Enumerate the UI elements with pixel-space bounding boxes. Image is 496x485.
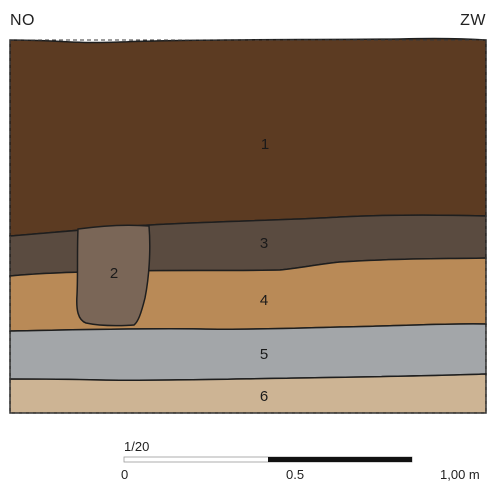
layer-5 bbox=[9, 323, 487, 382]
orientation-right-label: ZW bbox=[460, 12, 486, 29]
layer-1 bbox=[9, 37, 487, 237]
section-border bbox=[9, 39, 487, 414]
layer-5-number: 5 bbox=[260, 346, 268, 363]
scale-bar-filled-segment bbox=[268, 457, 412, 462]
layer-4-number: 4 bbox=[260, 292, 268, 309]
layer-2 bbox=[76, 224, 151, 327]
scale-start-label: 0 bbox=[121, 467, 129, 482]
layer-1-number: 1 bbox=[261, 136, 269, 153]
layer-6-number: 6 bbox=[260, 388, 268, 405]
scale-bar bbox=[123, 456, 413, 463]
scale-ratio-label: 1/20 bbox=[124, 439, 150, 454]
layer-6 bbox=[9, 373, 487, 414]
orientation-left-label: NO bbox=[10, 12, 35, 29]
layer-3-number: 3 bbox=[260, 235, 268, 252]
scale-mid-label: 0.5 bbox=[286, 467, 305, 482]
layer-2-number: 2 bbox=[110, 265, 118, 282]
scale-end-label: 1,00 m bbox=[440, 467, 480, 482]
